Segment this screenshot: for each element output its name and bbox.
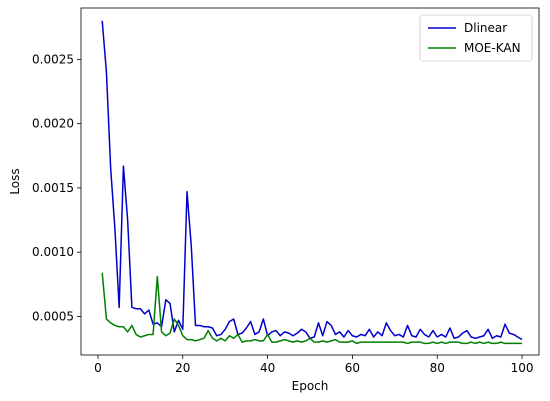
- y-tick-label: 0.0005: [32, 309, 74, 323]
- x-tick-label: 40: [260, 361, 275, 375]
- series-line-dlinear: [101, 20, 523, 341]
- legend: Dlinear MOE-KAN: [419, 14, 533, 62]
- x-tick-label: 60: [345, 361, 360, 375]
- y-tick-label: 0.0025: [32, 52, 74, 66]
- legend-box: [419, 14, 533, 62]
- y-axis-title: Loss: [8, 168, 22, 194]
- plot-frame: [80, 7, 540, 356]
- legend-label-moe-kan: MOE-KAN: [464, 41, 521, 55]
- y-tick-label: 0.0010: [32, 245, 74, 259]
- y-tick-label: 0.0020: [32, 117, 74, 131]
- axes: 0 20 40 60 80 100 0.0005 0.0010 0.0015 0.0020 0.00…: [32, 7, 540, 375]
- x-tick-label: 80: [430, 361, 445, 375]
- y-tick-label: 0.0015: [32, 181, 74, 195]
- legend-label-dlinear: Dlinear: [464, 21, 507, 35]
- x-axis-title: Epoch: [292, 379, 329, 393]
- x-tick-label: 0: [94, 361, 102, 375]
- x-tick-label: 100: [511, 361, 534, 375]
- plot-lines: [101, 20, 523, 345]
- series-line-moe-kan: [101, 272, 523, 345]
- x-tick-label: 20: [175, 361, 190, 375]
